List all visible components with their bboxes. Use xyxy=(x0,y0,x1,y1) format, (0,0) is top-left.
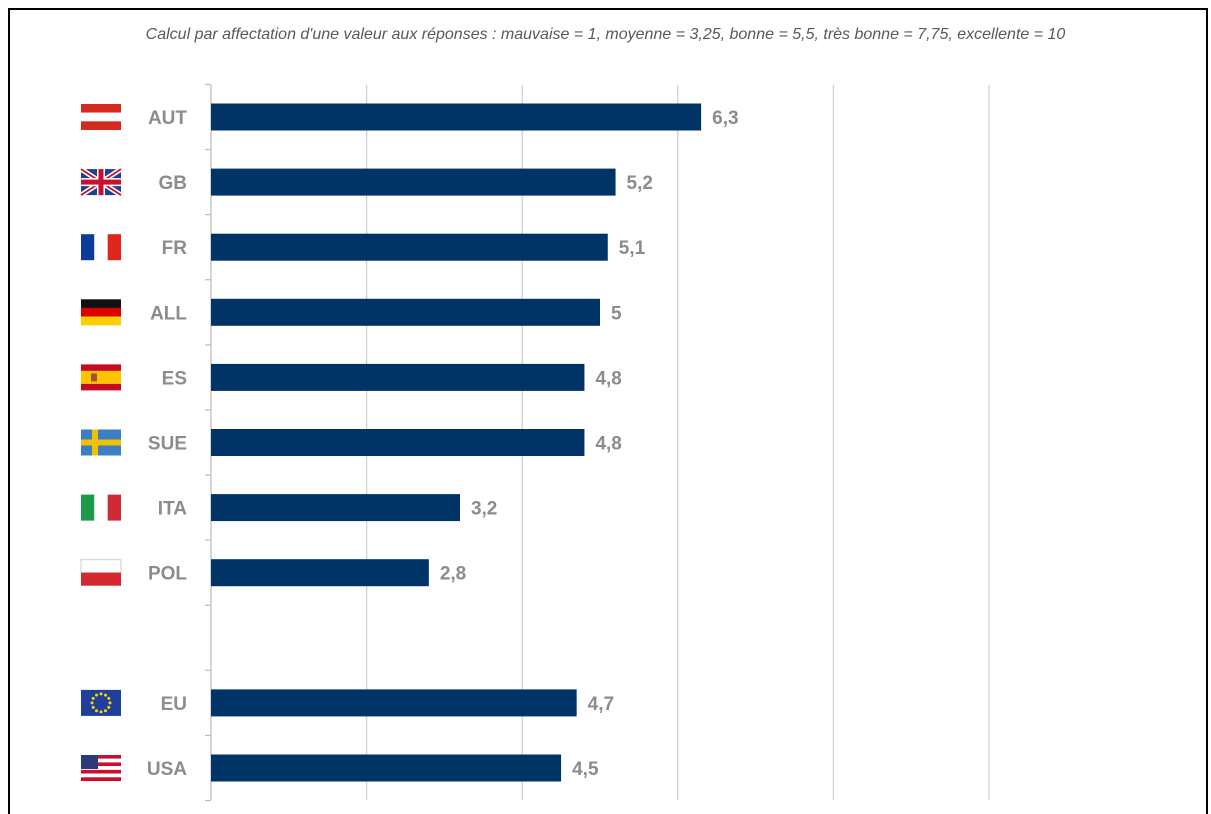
category-label: FR xyxy=(162,238,188,259)
bar xyxy=(211,298,600,326)
poland-flag-icon xyxy=(80,559,122,586)
bar xyxy=(211,494,460,522)
chart-subtitle: Calcul par affectation d'une valeur aux … xyxy=(145,26,1066,43)
uk-flag-icon xyxy=(79,167,123,198)
category-label: SUE xyxy=(148,434,187,455)
data-label: 5,2 xyxy=(627,173,653,194)
eu-flag-icon xyxy=(81,689,121,716)
germany-flag-icon xyxy=(81,299,121,326)
data-label: 5 xyxy=(611,303,622,324)
bar xyxy=(211,559,429,587)
category-label: ITA xyxy=(158,499,187,520)
data-label: 4,7 xyxy=(588,694,614,715)
data-label: 2,8 xyxy=(440,564,466,585)
category-label: USA xyxy=(147,759,187,780)
data-label: 4,8 xyxy=(595,368,621,389)
category-label: AUT xyxy=(148,108,187,129)
sweden-flag-icon xyxy=(81,429,121,456)
bar xyxy=(211,689,577,717)
category-label: ALL xyxy=(150,303,187,324)
italy-flag-icon xyxy=(81,494,121,521)
chart-frame xyxy=(8,8,1208,814)
data-label: 4,8 xyxy=(595,434,621,455)
france-flag-icon xyxy=(81,234,121,261)
bar xyxy=(211,233,608,261)
bar xyxy=(211,363,585,391)
data-label: 4,5 xyxy=(572,759,599,780)
category-label: EU xyxy=(161,694,187,715)
bar xyxy=(211,429,585,456)
data-label: 6,3 xyxy=(712,108,738,129)
austria-flag-icon xyxy=(81,104,121,130)
data-label: 5,1 xyxy=(619,238,646,259)
bar xyxy=(211,168,616,196)
category-label: POL xyxy=(148,564,187,585)
usa-flag-icon xyxy=(81,755,121,781)
bar xyxy=(211,103,702,131)
category-label: ES xyxy=(162,368,187,389)
bar xyxy=(211,754,562,782)
category-label: GB xyxy=(159,173,188,194)
spain-flag-icon xyxy=(81,364,121,391)
data-label: 3,2 xyxy=(471,499,497,520)
